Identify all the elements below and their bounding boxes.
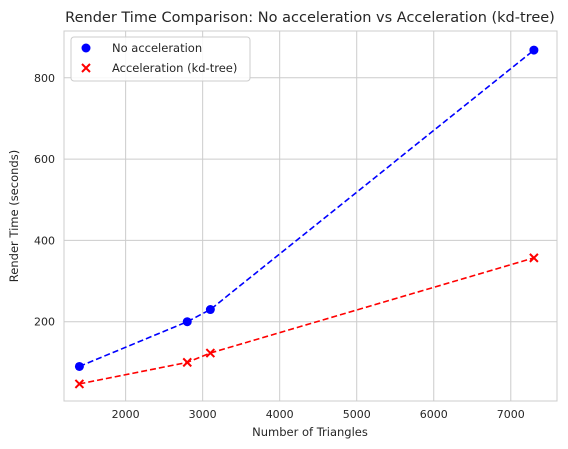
- y-axis-label: Render Time (seconds): [7, 150, 21, 282]
- y-tick-label: 400: [34, 234, 55, 247]
- x-tick-label: 5000: [343, 408, 371, 421]
- x-tick-label: 3000: [189, 408, 217, 421]
- legend-marker-0: [81, 43, 91, 53]
- x-axis-label: Number of Triangles: [252, 425, 368, 439]
- data-point-1: [182, 357, 192, 368]
- series-layer: [74, 45, 539, 389]
- data-point-1: [74, 379, 85, 389]
- data-point-0: [205, 305, 215, 315]
- y-tick-label: 200: [34, 316, 55, 329]
- x-tick-label: 4000: [266, 408, 294, 421]
- legend-label-1: Acceleration (kd-tree): [112, 61, 237, 75]
- grid: [64, 31, 557, 401]
- data-point-0: [529, 45, 539, 55]
- series-line-1: [79, 257, 535, 385]
- x-tick-label: 7000: [497, 408, 525, 421]
- legend: No acceleration Acceleration (kd-tree): [70, 36, 251, 82]
- y-tick-label: 600: [34, 153, 55, 166]
- data-point-1: [529, 253, 539, 263]
- chart-title: Render Time Comparison: No acceleration …: [65, 10, 555, 26]
- plot-area: [63, 30, 558, 402]
- y-tick-label: 800: [34, 72, 55, 85]
- data-point-0: [74, 361, 84, 371]
- series-line-0: [79, 49, 535, 368]
- data-point-1: [205, 348, 216, 358]
- x-tick-label: 2000: [112, 408, 140, 421]
- data-point-0: [182, 317, 192, 327]
- legend-label-0: No acceleration: [112, 41, 202, 55]
- tick-labels: 2000 3000 4000 5000 6000 7000 200 400 600 800: [34, 72, 525, 421]
- legend-marker-1: [81, 63, 91, 73]
- legend-box: [70, 36, 251, 82]
- x-tick-label: 6000: [420, 408, 448, 421]
